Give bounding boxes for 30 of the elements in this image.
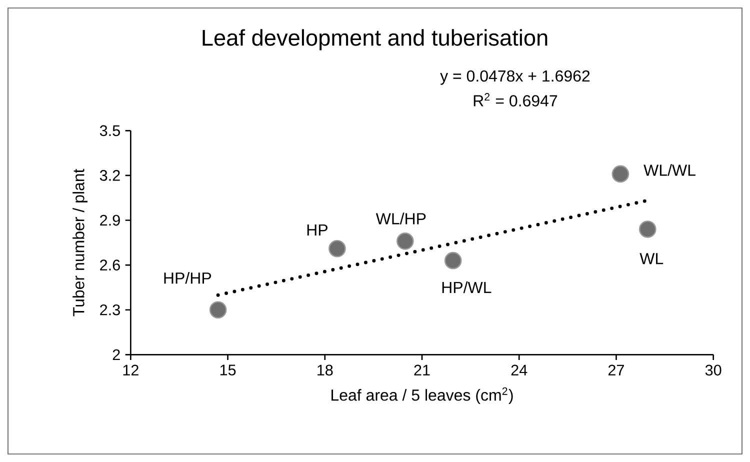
annotation: WL/WL	[644, 164, 696, 176]
annotation: HP/HP	[164, 272, 212, 284]
x-tick-label: 12	[123, 364, 138, 376]
point	[638, 220, 656, 238]
x-tick-label: 21	[414, 364, 430, 376]
point	[209, 301, 227, 319]
point	[612, 165, 630, 183]
x-tick-label: 15	[220, 364, 236, 376]
point	[444, 252, 462, 270]
chart-title: Leaf development and tuberisation	[202, 29, 548, 50]
y-tick-label: 3.2	[100, 170, 120, 181]
y-tick-label: 2.6	[100, 260, 120, 270]
point	[328, 240, 346, 258]
point	[396, 232, 414, 250]
text: y = 0.0478x + 1.6962	[440, 70, 590, 85]
annotation: HP/WL	[442, 281, 492, 294]
y-axis-title: Tuber number / plant	[72, 168, 88, 316]
y-tick-label: 2	[112, 349, 120, 360]
x-tick-label: 30	[705, 364, 722, 376]
x-tick-label: 18	[318, 364, 333, 376]
y-tick-label: 3.5	[100, 125, 120, 136]
y-tick-label: 2.3	[100, 304, 120, 316]
annotation: HP	[307, 224, 328, 236]
x-tick-label: 27	[608, 364, 624, 376]
annotation: WL/HP	[376, 212, 426, 224]
y-tick-label: 2.9	[100, 214, 120, 226]
text: R$^{2}$ = 0.6947	[474, 93, 558, 106]
x-tick-label: 24	[511, 364, 528, 376]
x-axis-title: Leaf area / 5 leaves (cm$^{2}$)	[332, 387, 513, 404]
annotation: WL	[640, 253, 664, 264]
